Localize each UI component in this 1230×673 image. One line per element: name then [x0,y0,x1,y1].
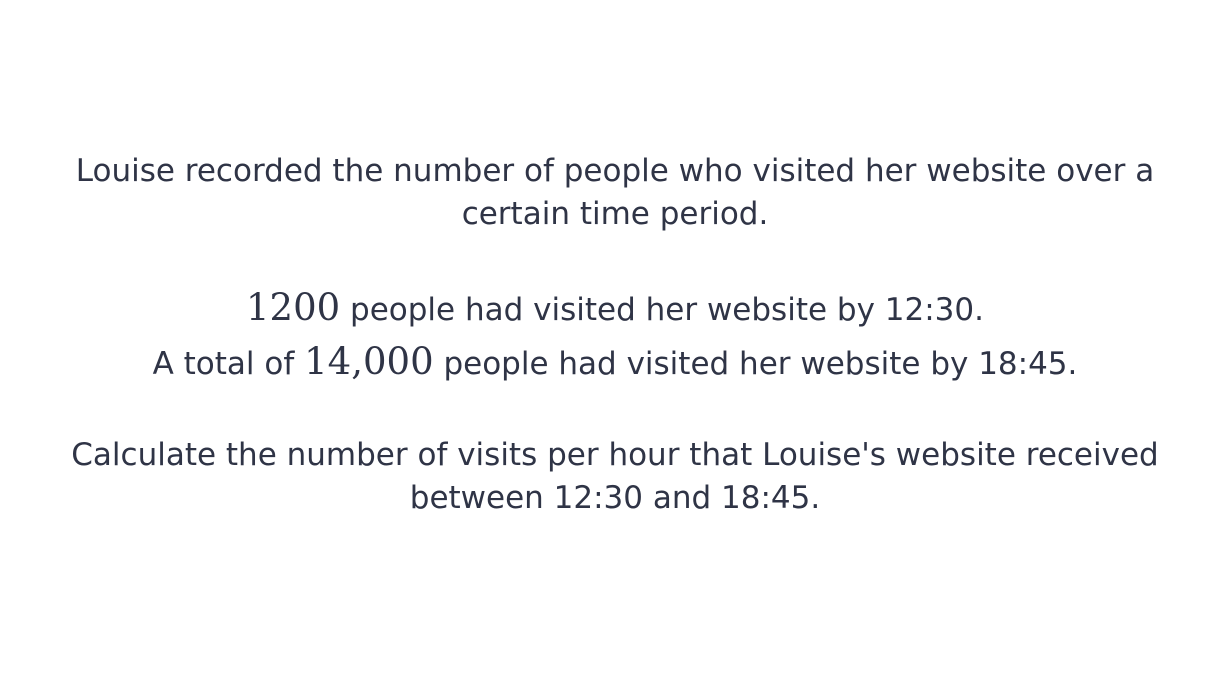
question-intro: Louise recorded the number of people who… [75,153,1155,232]
paragraph-gap [20,390,1210,434]
fact-total-visits: A total of 14,000 people had visited her… [20,336,1210,390]
fact-first-visits: 1200 people had visited her website by 1… [20,282,1210,336]
visits-value-1845: 14,000 [304,340,434,383]
question-task: Calculate the number of visits per hour … [71,437,1159,516]
paragraph-gap [20,236,1210,282]
fact-total-text: people had visited her website by 18:45. [433,346,1078,382]
question-content: Louise recorded the number of people who… [20,150,1210,520]
fact-first-text: people had visited her website by 12:30. [340,292,984,328]
fact-total-prefix: A total of [152,346,305,382]
visits-value-1230: 1200 [246,286,341,329]
